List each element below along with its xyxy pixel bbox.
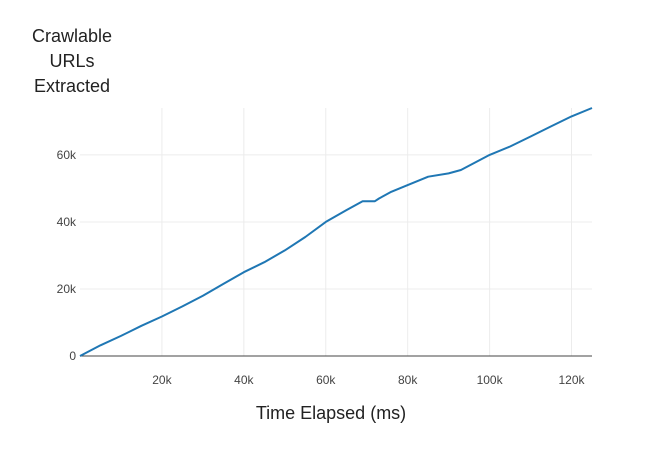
x-tick-label: 40k [234,373,254,387]
y-axis-title-line-3: Extracted [34,76,110,96]
y-axis-title-line-1: Crawlable [32,26,112,46]
y-tick-label: 60k [57,148,77,162]
series-line [79,107,593,357]
x-tick-label: 80k [398,373,418,387]
x-tick-label: 20k [152,373,172,387]
x-tick-label: 60k [316,373,336,387]
y-axis-ticks: 0 20k 40k 60k [57,148,77,363]
x-tick-label: 100k [477,373,504,387]
y-axis-title: Crawlable URLs Extracted [32,26,112,96]
y-tick-label: 20k [57,282,77,296]
y-tick-label: 0 [69,349,76,363]
y-tick-label: 40k [57,215,77,229]
plot-area [79,107,593,357]
x-tick-label: 120k [559,373,586,387]
gridlines [80,108,592,357]
x-axis-title: Time Elapsed (ms) [256,403,406,423]
y-axis-title-line-2: URLs [49,51,94,71]
x-axis-ticks: 20k 40k 60k 80k 100k 120k [152,373,585,387]
